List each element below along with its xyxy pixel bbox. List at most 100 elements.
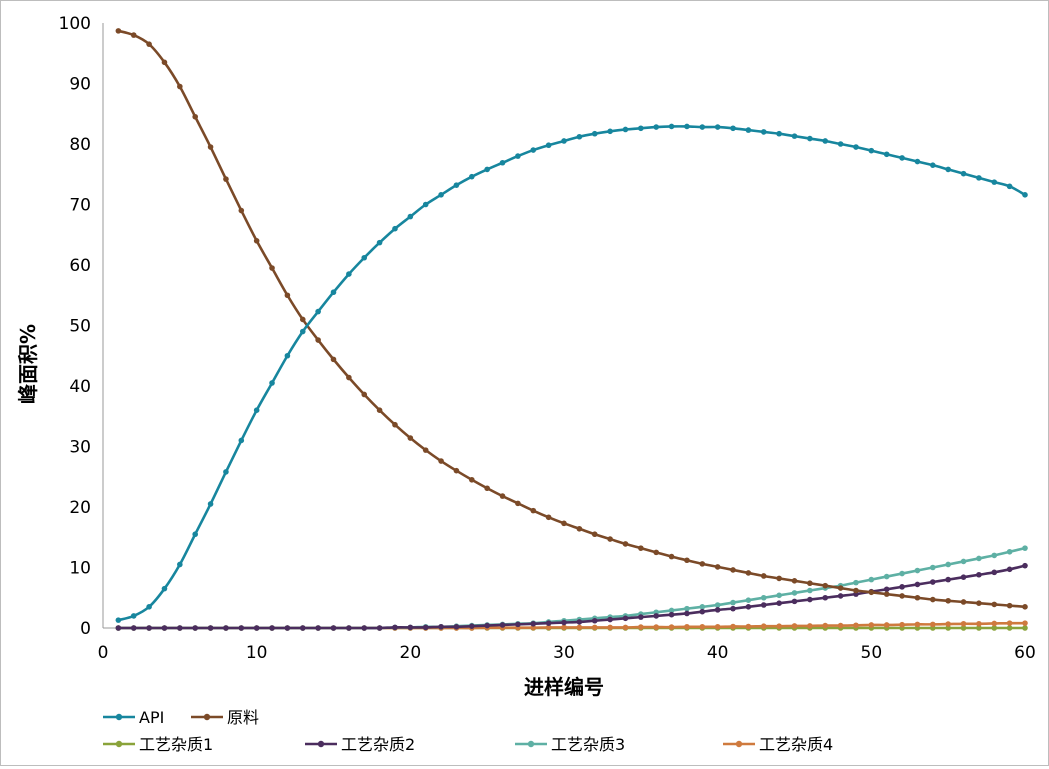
- data-point: [776, 130, 782, 137]
- data-point: [561, 520, 567, 527]
- data-point: [899, 570, 905, 577]
- data-point: [760, 602, 767, 608]
- data-point: [591, 617, 598, 624]
- data-point: [991, 625, 998, 631]
- data-point: [161, 625, 168, 631]
- data-point: [776, 623, 782, 629]
- data-point: [622, 615, 629, 622]
- data-point: [714, 602, 721, 608]
- data-point: [438, 458, 444, 464]
- data-point: [315, 308, 321, 315]
- data-point: [499, 159, 506, 166]
- data-point: [930, 579, 936, 585]
- data-point: [960, 574, 967, 580]
- data-point: [607, 624, 613, 631]
- legend-label: API: [139, 708, 164, 727]
- data-point: [622, 624, 629, 631]
- series-line: [118, 125, 1026, 622]
- data-point: [361, 625, 368, 631]
- data-point: [392, 421, 398, 428]
- data-point: [284, 352, 291, 359]
- legend-label: 原料: [227, 708, 259, 727]
- y-tick-label: 60: [69, 256, 91, 276]
- data-point: [1006, 602, 1013, 609]
- data-point: [745, 597, 752, 603]
- data-point: [807, 135, 813, 142]
- legend-item-6: 工艺杂质4: [723, 735, 833, 754]
- data-point: [299, 328, 306, 335]
- data-point: [269, 625, 275, 631]
- data-point: [561, 624, 567, 631]
- data-point: [760, 129, 767, 135]
- data-point: [177, 83, 183, 90]
- data-point: [376, 239, 383, 246]
- data-point: [376, 625, 383, 631]
- data-point: [760, 594, 767, 601]
- data-point: [207, 501, 214, 507]
- data-point: [422, 447, 429, 453]
- data-point: [207, 625, 214, 631]
- data-point: [346, 625, 352, 631]
- data-point: [745, 623, 752, 630]
- data-point: [284, 292, 291, 299]
- data-point: [192, 113, 198, 120]
- data-point: [914, 567, 921, 574]
- data-point: [315, 625, 321, 631]
- data-point: [484, 622, 490, 629]
- data-point: [945, 561, 951, 568]
- data-point: [668, 607, 675, 614]
- data-point: [530, 147, 537, 153]
- data-point: [807, 587, 813, 594]
- data-point: [699, 561, 706, 567]
- data-point: [653, 624, 659, 630]
- x-tick-label: 40: [707, 643, 729, 663]
- data-point: [760, 573, 767, 579]
- data-point: [238, 207, 245, 214]
- data-point: [607, 616, 613, 623]
- data-point: [991, 179, 998, 185]
- data-point: [453, 623, 460, 630]
- legend-swatch-marker: [115, 740, 123, 748]
- y-axis-label: 峰面积%: [16, 324, 40, 404]
- data-point: [868, 622, 875, 628]
- y-tick-label: 0: [80, 619, 91, 639]
- data-point: [960, 625, 967, 631]
- data-point: [192, 625, 198, 631]
- data-point: [591, 130, 598, 137]
- data-point: [714, 607, 721, 613]
- data-point: [991, 552, 998, 559]
- data-point: [899, 593, 905, 599]
- data-point: [883, 586, 890, 593]
- data-point: [1022, 562, 1028, 569]
- y-tick-label: 100: [59, 14, 91, 34]
- legend-swatch-marker: [735, 740, 743, 748]
- data-point: [561, 138, 567, 144]
- data-point: [930, 621, 936, 628]
- y-tick-label: 40: [69, 377, 91, 397]
- data-point: [914, 621, 921, 628]
- data-point: [745, 570, 752, 576]
- data-point: [714, 623, 721, 630]
- data-point: [591, 531, 598, 538]
- data-point: [837, 585, 844, 591]
- data-point: [330, 289, 337, 296]
- data-point: [515, 621, 521, 628]
- data-point: [1022, 625, 1028, 631]
- data-point: [1022, 604, 1028, 610]
- data-point: [960, 620, 967, 627]
- data-point: [699, 608, 706, 615]
- data-point: [976, 555, 982, 562]
- data-point: [223, 176, 229, 182]
- data-point: [253, 407, 260, 414]
- data-point: [545, 142, 552, 149]
- data-point: [930, 162, 936, 168]
- data-point: [115, 28, 122, 34]
- data-point: [545, 620, 552, 626]
- data-point: [299, 316, 306, 323]
- x-tick-label: 60: [1014, 643, 1036, 663]
- data-point: [930, 564, 936, 571]
- data-point: [714, 564, 721, 570]
- data-point: [976, 571, 982, 578]
- data-point: [960, 599, 967, 605]
- data-point: [346, 271, 352, 277]
